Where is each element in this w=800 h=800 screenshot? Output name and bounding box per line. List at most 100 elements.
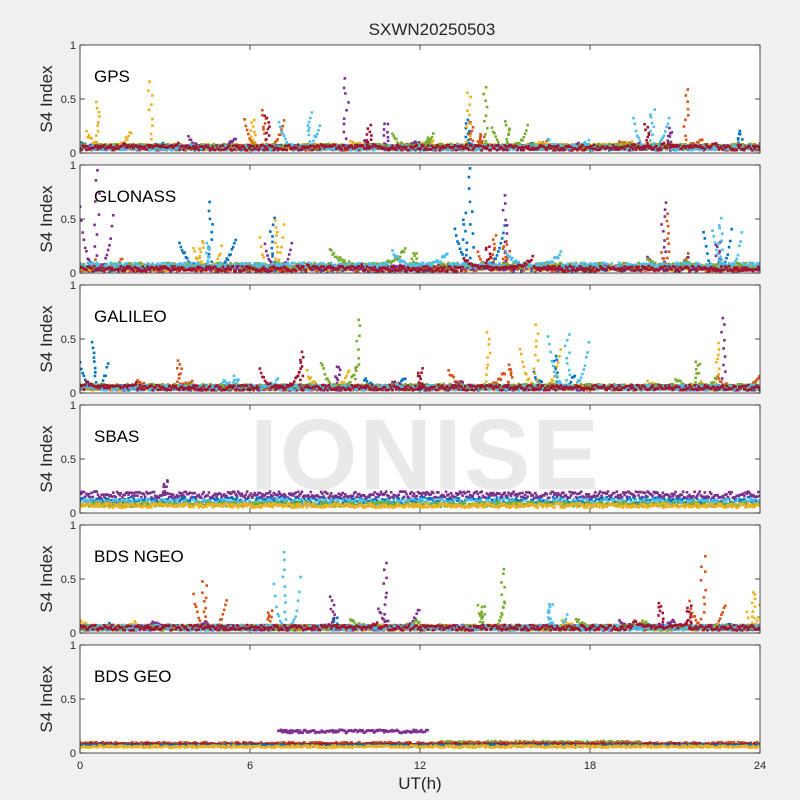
- data-point: [410, 148, 413, 152]
- data-point: [458, 247, 462, 251]
- data-point: [96, 129, 100, 133]
- data-point: [101, 146, 105, 150]
- data-point: [628, 141, 631, 144]
- data-point: [735, 148, 739, 152]
- data-point: [471, 148, 475, 151]
- data-point: [81, 144, 84, 148]
- data-point: [457, 242, 461, 246]
- data-point: [94, 142, 97, 146]
- data-point: [307, 129, 310, 133]
- data-point: [505, 148, 509, 152]
- data-point: [662, 141, 666, 145]
- data-point: [128, 269, 132, 273]
- data-point: [355, 149, 359, 152]
- data-point: [721, 148, 724, 151]
- data-point: [481, 145, 485, 148]
- data-point: [342, 122, 346, 126]
- data-point: [315, 269, 319, 273]
- data-point: [336, 146, 339, 150]
- axes-background: [80, 45, 760, 153]
- data-point: [280, 128, 283, 131]
- data-point: [278, 133, 282, 137]
- data-point: [231, 139, 235, 143]
- data-point: [291, 143, 295, 147]
- data-point: [352, 142, 356, 145]
- data-point: [548, 138, 551, 142]
- data-point: [100, 148, 104, 151]
- data-point: [366, 142, 370, 145]
- data-point: [146, 143, 149, 147]
- data-point: [185, 256, 189, 260]
- data-point: [447, 144, 450, 147]
- data-point: [732, 143, 736, 146]
- data-point: [207, 209, 211, 213]
- data-point: [392, 134, 396, 138]
- data-point: [662, 134, 666, 138]
- data-point: [590, 149, 593, 152]
- data-point: [210, 147, 213, 151]
- data-point: [545, 148, 549, 152]
- data-point: [525, 129, 528, 132]
- data-point: [499, 241, 503, 245]
- data-point: [653, 108, 657, 111]
- data-point: [284, 137, 287, 141]
- data-point: [670, 148, 673, 151]
- data-point: [245, 128, 249, 132]
- data-point: [405, 144, 408, 147]
- data-point: [268, 148, 272, 152]
- data-point: [507, 132, 511, 136]
- data-point: [136, 145, 139, 148]
- data-point: [758, 144, 760, 147]
- data-point: [568, 149, 571, 152]
- data-point: [665, 146, 668, 149]
- data-point: [273, 216, 276, 220]
- data-point: [701, 138, 704, 142]
- data-point: [505, 140, 509, 144]
- data-point: [739, 143, 742, 147]
- data-point: [498, 147, 501, 151]
- data-point: [461, 147, 464, 151]
- data-point: [465, 241, 469, 245]
- data-point: [730, 227, 733, 231]
- data-point: [476, 250, 480, 254]
- data-point: [368, 146, 371, 150]
- data-point: [484, 133, 487, 136]
- data-point: [461, 238, 465, 241]
- data-point: [698, 148, 702, 152]
- data-point: [562, 146, 565, 150]
- data-point: [490, 126, 494, 130]
- data-point: [359, 142, 362, 145]
- data-point: [124, 148, 128, 152]
- data-point: [676, 148, 680, 152]
- data-point: [92, 148, 96, 151]
- data-point: [344, 137, 348, 141]
- data-point: [628, 148, 631, 152]
- data-point: [453, 144, 457, 147]
- data-point: [521, 146, 524, 149]
- data-point: [444, 148, 448, 151]
- data-point: [161, 148, 165, 151]
- data-point: [264, 146, 267, 149]
- data-point: [409, 143, 412, 147]
- data-point: [465, 125, 468, 129]
- data-point: [638, 139, 642, 142]
- data-point: [262, 125, 265, 129]
- data-point: [507, 128, 511, 132]
- data-point: [271, 223, 275, 227]
- data-point: [460, 250, 463, 254]
- data-point: [531, 146, 535, 149]
- data-point: [308, 140, 312, 143]
- data-point: [438, 148, 441, 152]
- data-point: [426, 138, 430, 141]
- data-point: [248, 137, 251, 140]
- data-point: [407, 148, 411, 152]
- data-point: [500, 237, 504, 240]
- data-point: [99, 146, 102, 150]
- panel-label: GPS: [94, 67, 130, 86]
- data-point: [485, 146, 489, 150]
- data-point: [382, 146, 385, 149]
- data-point: [271, 252, 274, 256]
- data-point: [643, 144, 646, 148]
- data-point: [247, 143, 250, 147]
